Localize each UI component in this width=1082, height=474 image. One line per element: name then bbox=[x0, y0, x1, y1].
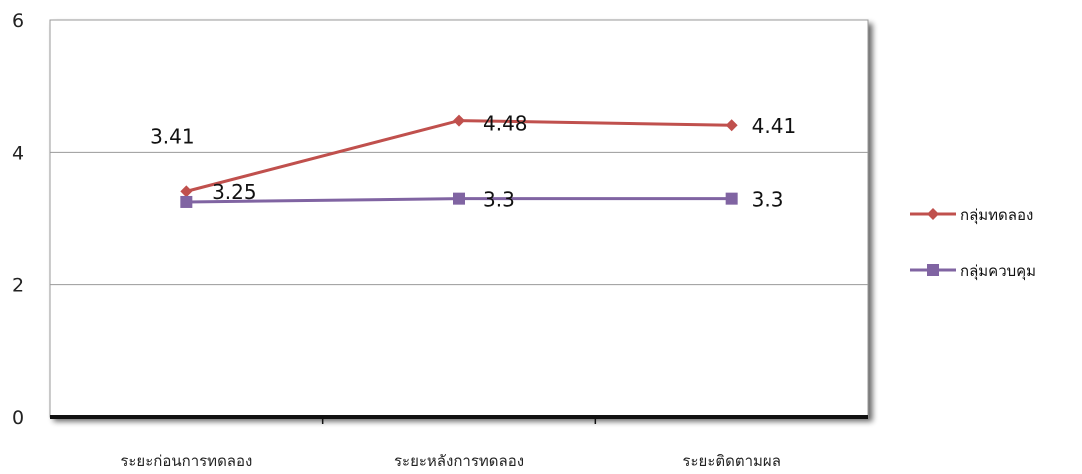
legend-marker bbox=[927, 208, 939, 220]
y-tick-label: 4 bbox=[12, 142, 24, 164]
legend-label: กลุ่มควบคุม bbox=[960, 262, 1036, 281]
gridlines bbox=[50, 19, 868, 286]
series-layer bbox=[180, 114, 738, 208]
x-tick-label: ระยะติดตามผล bbox=[682, 452, 780, 470]
data-label: 3.3 bbox=[752, 188, 784, 212]
data-point bbox=[725, 192, 738, 205]
legend-label: กลุ่มทดลอง bbox=[960, 206, 1033, 225]
series-1 bbox=[180, 114, 738, 198]
data-point bbox=[180, 195, 193, 208]
series-2 bbox=[180, 192, 738, 208]
y-tick-label: 0 bbox=[12, 407, 24, 429]
data-label: 3.3 bbox=[483, 188, 515, 212]
data-label: 4.41 bbox=[752, 114, 797, 138]
x-axis: ระยะก่อนการทดลอง ระยะหลังการทดลอง ระยะติดต… bbox=[50, 415, 868, 470]
data-label: 3.25 bbox=[212, 180, 257, 204]
y-tick-label: 6 bbox=[12, 10, 24, 32]
data-point bbox=[725, 119, 738, 132]
x-tick-label: ระยะก่อนการทดลอง bbox=[120, 452, 252, 470]
data-label: 3.41 bbox=[150, 124, 195, 148]
plot-area bbox=[49, 19, 869, 418]
x-tick-label: ระยะหลังการทดลอง bbox=[394, 452, 524, 470]
legend-marker bbox=[927, 264, 939, 276]
data-point bbox=[453, 192, 465, 205]
y-axis-ticks: 0 2 4 6 bbox=[12, 10, 24, 429]
data-point bbox=[180, 185, 193, 198]
legend-item-1: กลุ่มทดลอง bbox=[910, 206, 1033, 225]
y-tick-label: 2 bbox=[12, 275, 24, 297]
data-label: 4.48 bbox=[483, 112, 528, 136]
legend-item-2: กลุ่มควบคุม bbox=[910, 262, 1036, 281]
data-labels: 3.41 4.48 4.41 3.25 3.3 3.3 bbox=[150, 112, 796, 212]
data-point bbox=[453, 114, 465, 127]
